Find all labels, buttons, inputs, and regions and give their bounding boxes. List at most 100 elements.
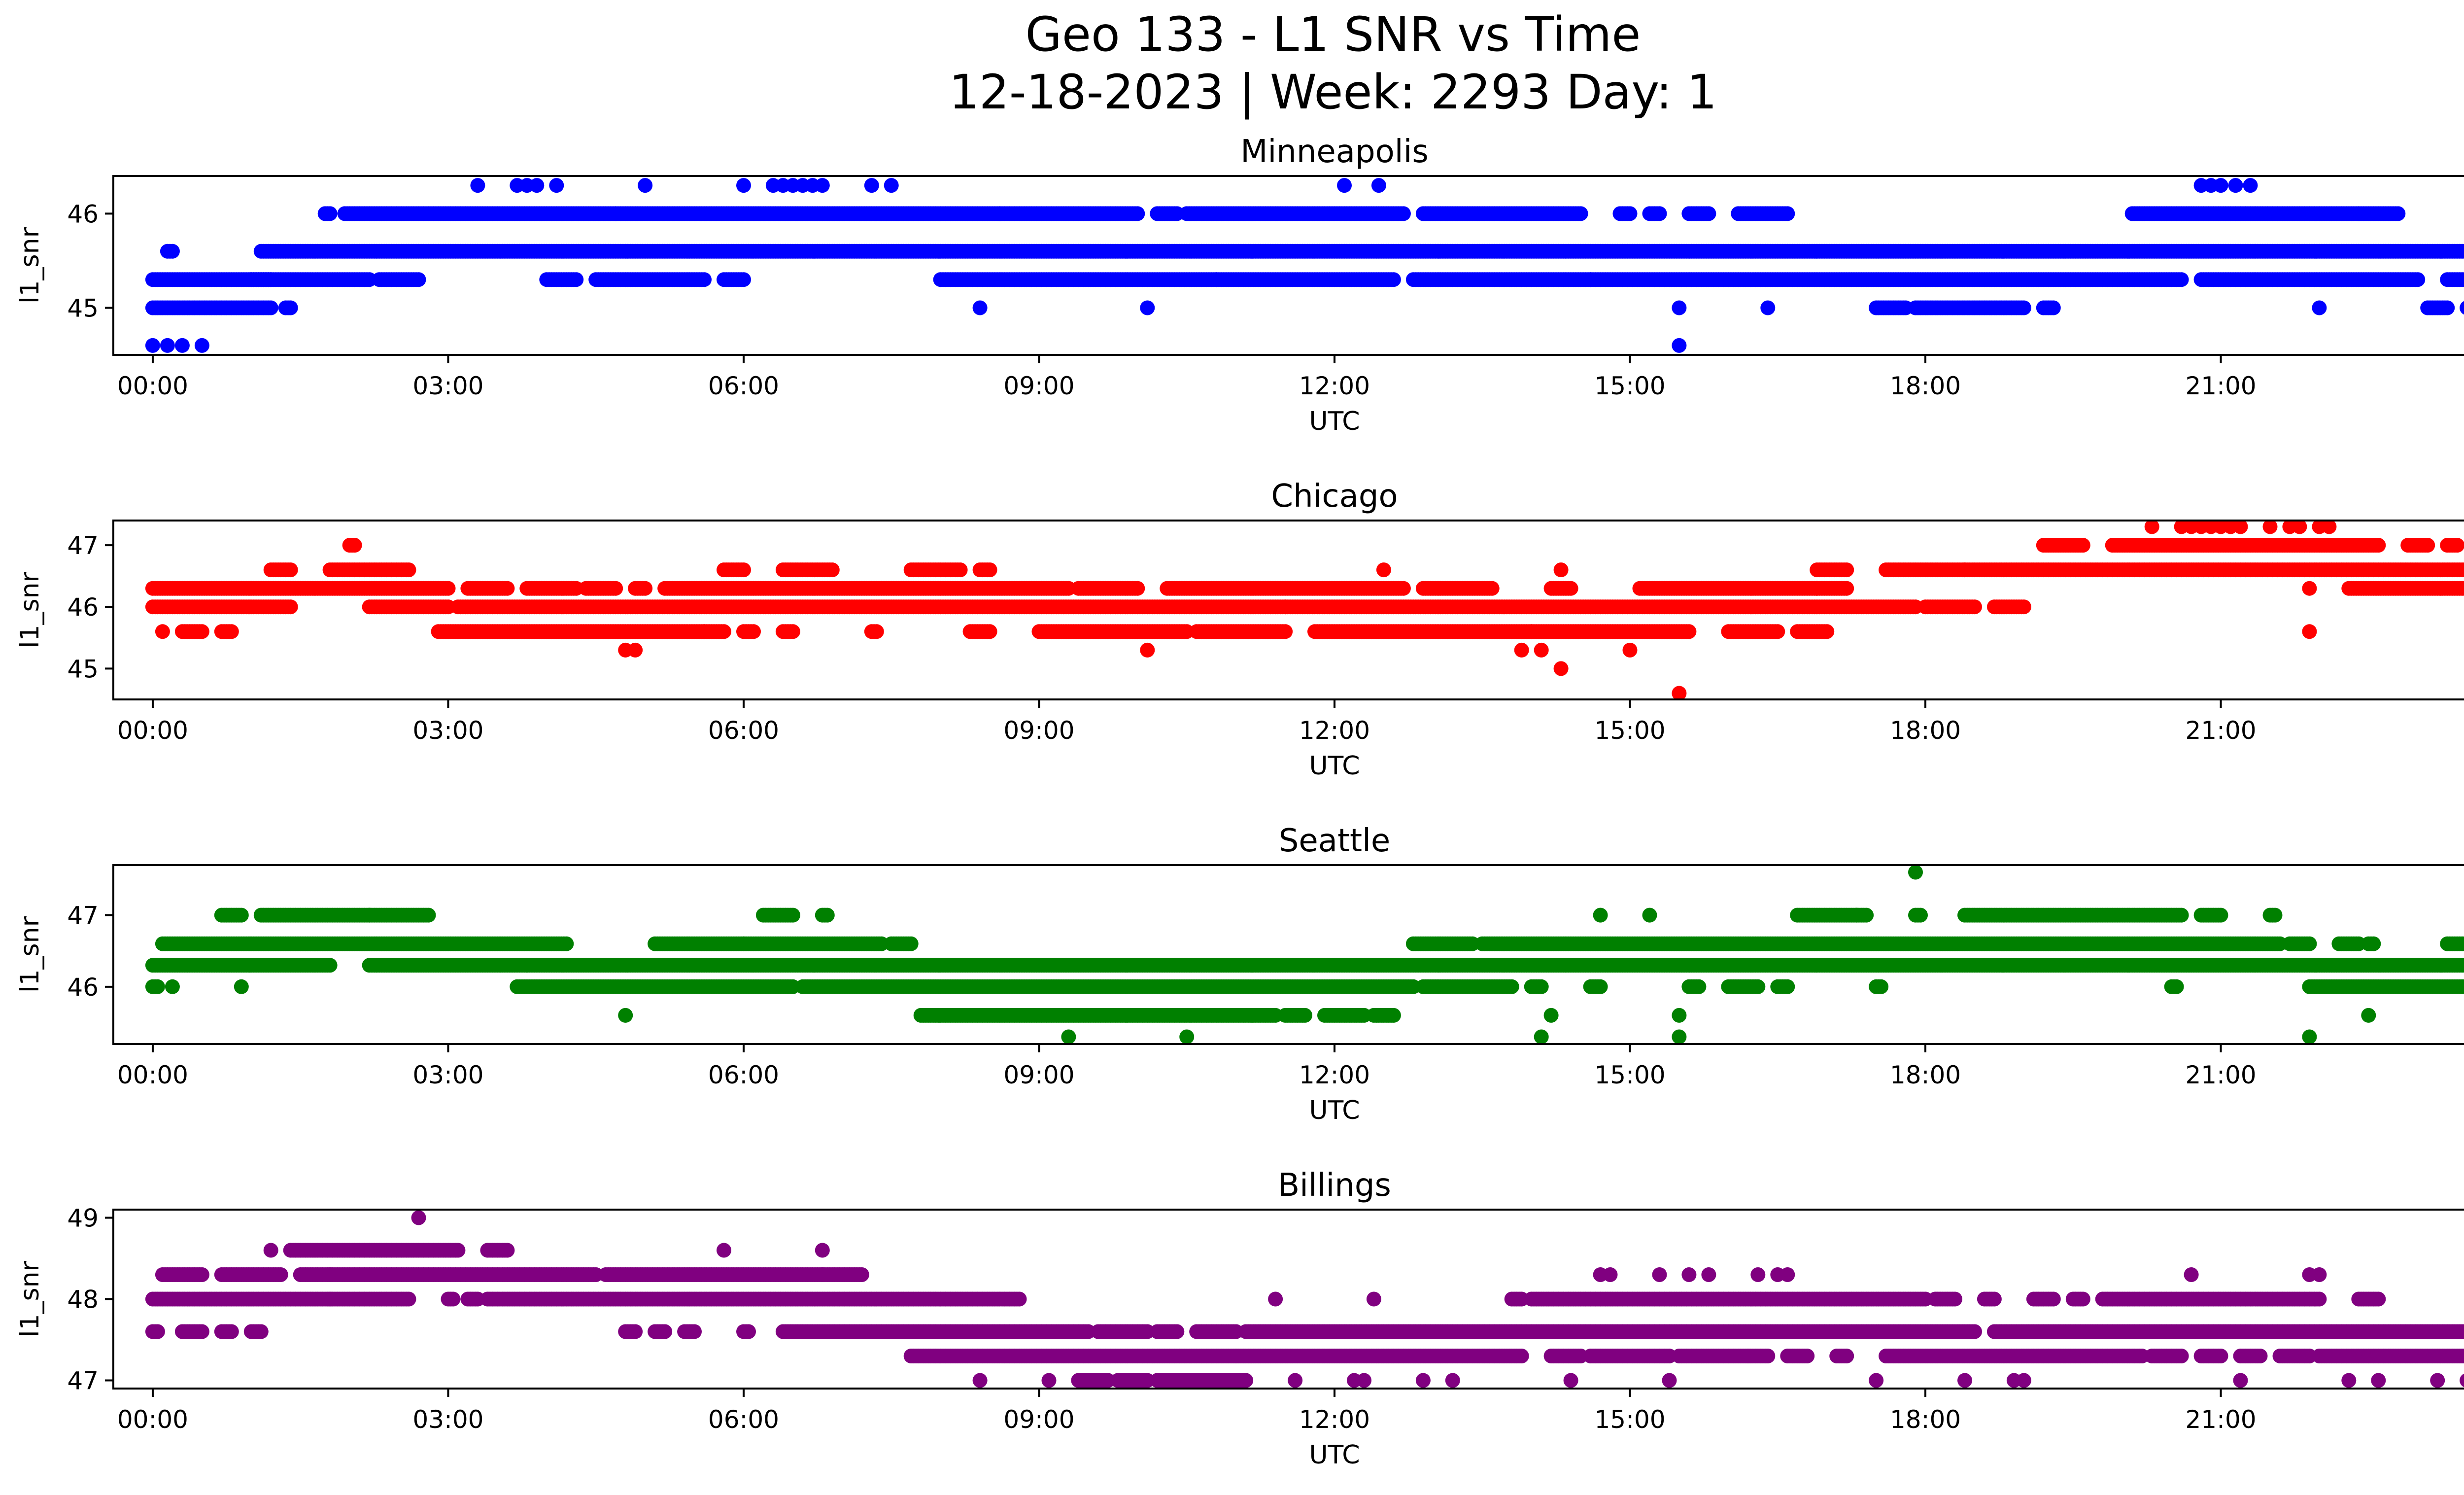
data-point	[1622, 206, 1638, 221]
data-point	[2075, 538, 2090, 553]
data-point	[160, 338, 175, 353]
data-point	[982, 562, 997, 578]
data-point	[1386, 272, 1401, 287]
data-point	[2450, 538, 2464, 553]
data-point	[2462, 275, 2464, 285]
data-point	[2213, 178, 2228, 193]
data-point	[2302, 581, 2317, 596]
x-tick-label: 21:00	[2186, 372, 2257, 400]
y-tick-label: 45	[67, 294, 99, 322]
data-point	[263, 300, 278, 315]
subplot-title: Seattle	[1279, 823, 1391, 859]
x-axis-label: UTC	[1309, 407, 1360, 436]
data-point	[736, 272, 751, 287]
data-point	[569, 272, 584, 287]
data-point	[1514, 642, 1529, 658]
data-point	[500, 581, 515, 596]
data-point	[401, 562, 416, 578]
data-point	[2462, 303, 2464, 313]
data-point	[1337, 178, 1352, 193]
data-point	[2292, 521, 2307, 534]
y-tick-label: 45	[67, 655, 99, 683]
data-point	[1140, 300, 1155, 315]
data-point	[2302, 624, 2317, 639]
data-point	[608, 581, 623, 596]
data-point	[1701, 206, 1716, 221]
data-point	[1484, 581, 1500, 596]
data-point	[2016, 300, 2031, 315]
data-point	[194, 624, 209, 639]
data-point	[869, 624, 884, 639]
data-point	[2462, 565, 2464, 575]
y-tick-label: 46	[67, 200, 99, 228]
data-point	[1839, 562, 1854, 578]
data-point	[2144, 521, 2159, 534]
data-point	[1672, 338, 1687, 353]
figure-title-line1: Geo 133 - L1 SNR vs Time	[1026, 7, 1641, 62]
data-point	[1278, 624, 1293, 639]
data-series	[145, 865, 2464, 1044]
data-point	[2371, 538, 2386, 553]
data-series	[145, 178, 2464, 353]
data-point	[815, 178, 830, 193]
data-point	[824, 562, 840, 578]
y-axis-label: l1_snr	[15, 571, 45, 648]
data-point	[1573, 206, 1588, 221]
data-point	[174, 338, 190, 353]
data-point	[1760, 300, 1776, 315]
data-point	[1770, 624, 1785, 639]
data-point	[1780, 206, 1795, 221]
data-point	[972, 300, 988, 315]
data-point	[1652, 206, 1667, 221]
data-series	[145, 521, 2464, 699]
data-point	[1140, 642, 1155, 658]
data-point	[194, 338, 209, 353]
data-point	[2462, 583, 2464, 593]
data-point	[1376, 562, 1391, 578]
data-point	[785, 624, 800, 639]
data-point	[411, 272, 426, 287]
data-point	[1396, 206, 1411, 221]
data-point	[1396, 581, 1411, 596]
data-point	[283, 300, 298, 315]
data-point	[2233, 521, 2248, 534]
data-point	[2322, 521, 2337, 534]
data-point	[283, 599, 298, 615]
data-point	[2410, 272, 2426, 287]
data-point	[1839, 581, 1854, 596]
data-point	[717, 624, 731, 639]
data-point	[1622, 642, 1638, 658]
x-tick-label: 18:00	[1890, 716, 1961, 745]
data-point	[2262, 521, 2278, 534]
data-point	[2016, 599, 2031, 615]
x-tick-label: 15:00	[1594, 372, 1665, 400]
data-point	[2462, 246, 2464, 256]
data-point	[2420, 538, 2435, 553]
data-point	[529, 178, 545, 193]
data-point	[746, 624, 761, 639]
data-point	[2228, 178, 2243, 193]
data-point	[2046, 300, 2061, 315]
data-point	[638, 581, 653, 596]
data-point	[2440, 300, 2455, 315]
y-axis-label: l1_snr	[15, 227, 45, 304]
data-point	[736, 178, 751, 193]
x-axis-label: UTC	[1309, 751, 1360, 781]
x-tick-label: 00:00	[117, 716, 188, 745]
x-tick-label: 09:00	[1003, 372, 1074, 400]
x-tick-label: 00:00	[117, 372, 188, 400]
data-point	[1553, 562, 1569, 578]
data-point	[470, 178, 485, 193]
data-point	[2174, 272, 2189, 287]
data-point	[1563, 581, 1578, 596]
data-point	[884, 178, 899, 193]
data-point	[145, 338, 160, 353]
data-point	[1130, 581, 1145, 596]
x-tick-label: 06:00	[708, 372, 779, 400]
data-point	[165, 243, 180, 259]
x-tick-label: 15:00	[1594, 716, 1665, 745]
